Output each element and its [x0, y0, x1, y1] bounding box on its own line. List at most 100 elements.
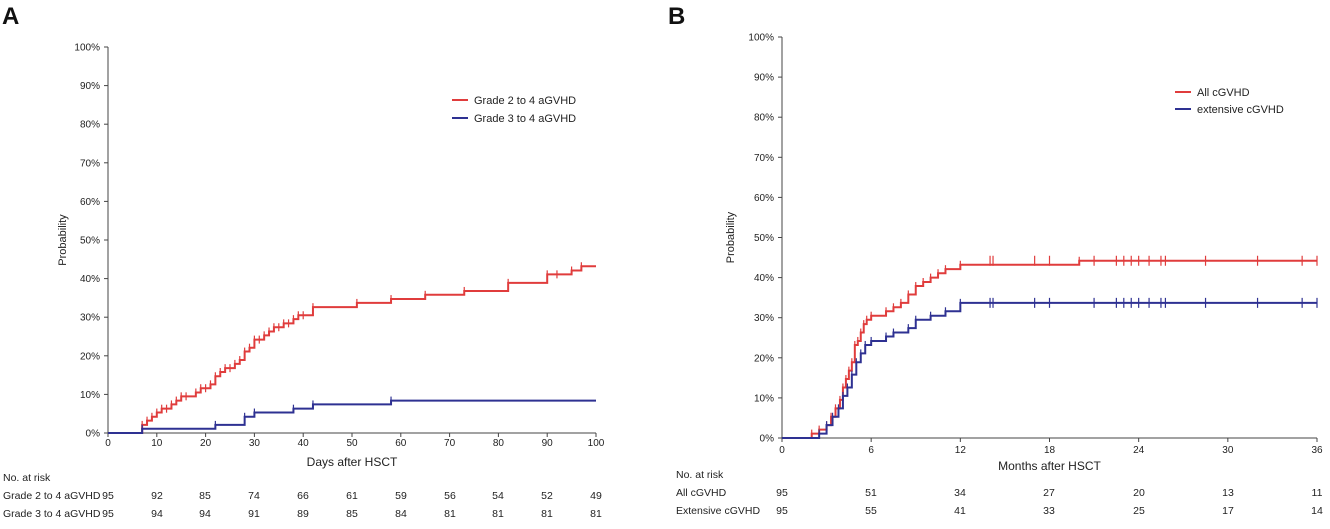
risk-value: 51 [865, 487, 877, 499]
y-tick-label: 40% [80, 274, 100, 285]
risk-value: 74 [248, 490, 260, 502]
risk-value: 81 [444, 508, 456, 520]
risk-value: 91 [248, 508, 260, 520]
risk-value: 95 [102, 508, 114, 520]
y-tick-label: 70% [80, 158, 100, 169]
y-tick-label: 50% [80, 236, 100, 247]
x-axis-label: Months after HSCT [998, 459, 1101, 473]
risk-value: 33 [1043, 505, 1055, 517]
series-line-all-cgvhd [782, 259, 1317, 439]
risk-table-header: No. at risk [676, 469, 724, 481]
risk-table-values: 95 51 34 27 20 13 11 95 55 41 33 25 17 14 [776, 487, 1323, 517]
x-tick-label: 12 [955, 445, 967, 456]
y-tick-label: 100% [74, 43, 100, 54]
risk-value: 85 [199, 490, 211, 502]
risk-row-label: Grade 3 to 4 aGVHD [3, 508, 101, 520]
risk-value: 95 [776, 487, 788, 499]
x-tick-label: 0 [779, 445, 785, 456]
x-tick-label: 10 [151, 438, 163, 449]
x-tick-label: 50 [346, 438, 358, 449]
y-axis-ticks: 0% 10% 20% 30% 40% 50% 60% 70% 80% 90% 100% [748, 33, 782, 445]
risk-value: 49 [590, 490, 602, 502]
panel-b: B 0% 10% 20% 30% 40% 50% 60% 70% 80% 90% 100% 0 6 12… [668, 3, 1323, 517]
series-line-grade-3-to-4-agvhd [108, 399, 596, 434]
y-tick-label: 60% [754, 193, 774, 204]
risk-value: 34 [954, 487, 966, 499]
risk-value: 94 [199, 508, 211, 520]
risk-table-header: No. at risk [3, 472, 51, 484]
panel-a: A 0% 10% 20% 30% 40% 50% 60% 70% 80% 90% 100% 0 10 2… [2, 3, 605, 520]
x-tick-label: 36 [1311, 445, 1323, 456]
x-axis-ticks: 0 6 12 18 24 30 36 [779, 438, 1323, 456]
panel-label: B [668, 3, 685, 30]
risk-row-label: All cGVHD [676, 487, 727, 499]
risk-row-label: Grade 2 to 4 aGVHD [3, 490, 101, 502]
y-tick-label: 60% [80, 197, 100, 208]
risk-value: 95 [102, 490, 114, 502]
series-line-grade-2-to-4-agvhd [108, 265, 596, 434]
risk-value: 94 [151, 508, 163, 520]
x-tick-label: 90 [542, 438, 554, 449]
legend-label-grade3-4: Grade 3 to 4 aGVHD [474, 113, 576, 125]
risk-value: 81 [590, 508, 602, 520]
x-tick-label: 6 [868, 445, 874, 456]
risk-value: 52 [541, 490, 553, 502]
legend-label-grade2-4: Grade 2 to 4 aGVHD [474, 95, 576, 107]
y-tick-label: 70% [754, 153, 774, 164]
risk-value: 54 [492, 490, 504, 502]
legend: All cGVHD extensive cGVHD [1175, 87, 1284, 116]
y-tick-label: 30% [80, 313, 100, 324]
x-tick-label: 80 [493, 438, 505, 449]
risk-value: 56 [444, 490, 456, 502]
risk-value: 25 [1133, 505, 1145, 517]
risk-table-values: 95 92 85 74 66 61 59 56 54 52 49 95 94 94 91 89 85 84 81 81… [102, 490, 602, 520]
x-tick-label: 30 [1222, 445, 1234, 456]
x-tick-label: 30 [249, 438, 261, 449]
risk-value: 81 [492, 508, 504, 520]
series-group [108, 262, 596, 434]
legend: Grade 2 to 4 aGVHD Grade 3 to 4 aGVHD [452, 95, 576, 125]
risk-row-label: Extensive cGVHD [676, 505, 760, 517]
risk-value: 85 [346, 508, 358, 520]
y-tick-label: 10% [754, 393, 774, 404]
risk-value: 92 [151, 490, 163, 502]
x-tick-label: 60 [395, 438, 407, 449]
panel-label: A [2, 3, 19, 30]
y-tick-label: 10% [80, 390, 100, 401]
risk-value: 17 [1222, 505, 1234, 517]
risk-table: No. at risk All cGVHD Extensive cGVHD 95… [676, 469, 1323, 517]
risk-value: 20 [1133, 487, 1145, 499]
risk-value: 66 [297, 490, 309, 502]
x-tick-label: 100 [588, 438, 605, 449]
risk-value: 11 [1312, 487, 1323, 499]
x-tick-label: 40 [298, 438, 310, 449]
x-tick-label: 70 [444, 438, 456, 449]
y-tick-label: 20% [754, 353, 774, 364]
y-tick-label: 40% [754, 273, 774, 284]
risk-value: 81 [541, 508, 553, 520]
y-tick-label: 0% [86, 429, 101, 440]
y-tick-label: 80% [754, 113, 774, 124]
y-axis-label: Probability [725, 211, 737, 263]
risk-value: 59 [395, 490, 407, 502]
series-line-extensive-cgvhd [782, 301, 1317, 439]
series-group [782, 255, 1318, 439]
x-tick-label: 20 [200, 438, 212, 449]
x-axis-ticks: 0 10 20 30 40 50 60 70 80 90 100 [105, 433, 605, 449]
risk-value: 61 [346, 490, 358, 502]
y-tick-label: 90% [754, 73, 774, 84]
risk-value: 89 [297, 508, 309, 520]
risk-value: 55 [865, 505, 877, 517]
risk-value: 27 [1043, 487, 1055, 499]
y-tick-label: 80% [80, 120, 100, 131]
x-axis-label: Days after HSCT [307, 455, 398, 469]
x-tick-label: 24 [1133, 445, 1145, 456]
y-tick-label: 30% [754, 313, 774, 324]
risk-value: 13 [1222, 487, 1234, 499]
y-tick-label: 50% [754, 233, 774, 244]
y-tick-label: 20% [80, 351, 100, 362]
risk-value: 95 [776, 505, 788, 517]
y-tick-label: 0% [760, 434, 775, 445]
y-tick-label: 100% [748, 33, 774, 44]
